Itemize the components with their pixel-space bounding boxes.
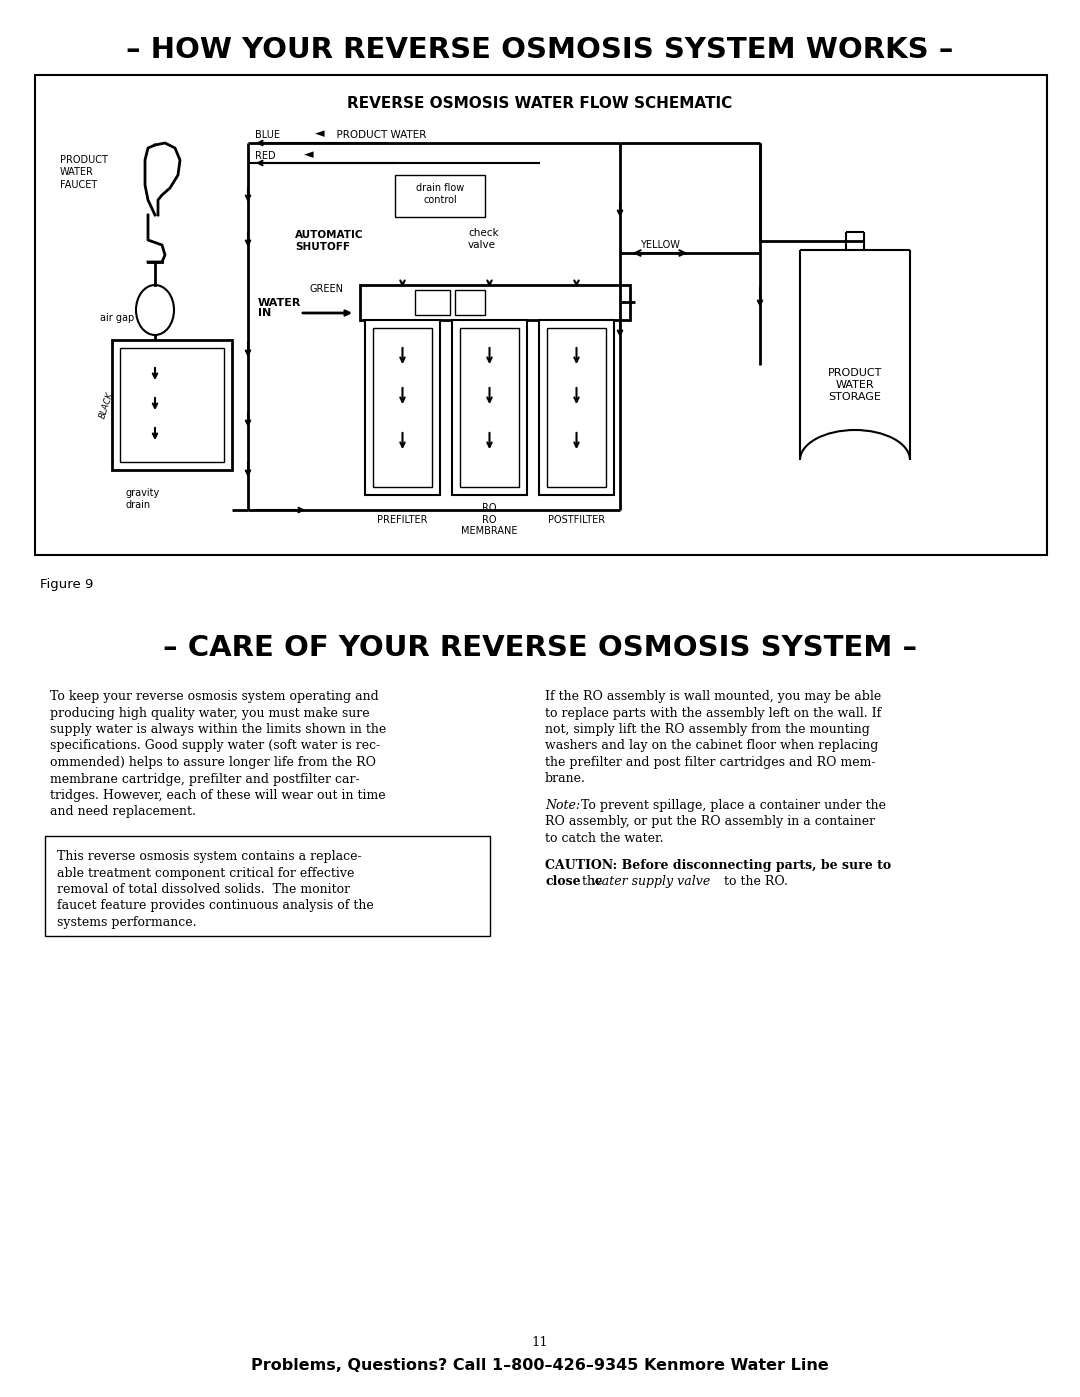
Text: – HOW YOUR REVERSE OSMOSIS SYSTEM WORKS –: – HOW YOUR REVERSE OSMOSIS SYSTEM WORKS … <box>126 36 954 64</box>
Text: the: the <box>578 875 606 888</box>
Text: able treatment component critical for effective: able treatment component critical for ef… <box>57 866 354 880</box>
Bar <box>546 328 606 488</box>
Text: This reverse osmosis system contains a replace-: This reverse osmosis system contains a r… <box>57 849 362 863</box>
Text: water supply valve: water supply valve <box>591 875 711 888</box>
Bar <box>120 348 224 462</box>
Text: RO assembly, or put the RO assembly in a container: RO assembly, or put the RO assembly in a… <box>545 816 875 828</box>
Text: ommended) helps to assure longer life from the RO: ommended) helps to assure longer life fr… <box>50 756 376 768</box>
Text: supply water is always within the limits shown in the: supply water is always within the limits… <box>50 724 387 736</box>
Text: ◄: ◄ <box>315 127 325 140</box>
Text: brane.: brane. <box>545 773 585 785</box>
Bar <box>395 175 485 217</box>
Bar <box>455 291 485 314</box>
Text: PRODUCT
WATER
FAUCET: PRODUCT WATER FAUCET <box>60 155 108 190</box>
Text: to the RO.: to the RO. <box>720 875 788 888</box>
Text: drain flow
control: drain flow control <box>416 183 464 205</box>
Text: gravity
drain: gravity drain <box>125 488 159 510</box>
Text: air gap: air gap <box>100 313 134 323</box>
Text: tridges. However, each of these will wear out in time: tridges. However, each of these will wea… <box>50 789 386 802</box>
Text: BLUE: BLUE <box>255 130 280 140</box>
Text: If the RO assembly is wall mounted, you may be able: If the RO assembly is wall mounted, you … <box>545 690 881 703</box>
Text: REVERSE OSMOSIS WATER FLOW SCHEMATIC: REVERSE OSMOSIS WATER FLOW SCHEMATIC <box>348 95 732 110</box>
Bar <box>453 320 527 495</box>
Bar <box>112 339 232 469</box>
Text: and need replacement.: and need replacement. <box>50 806 195 819</box>
Text: specifications. Good supply water (soft water is rec-: specifications. Good supply water (soft … <box>50 739 380 753</box>
Bar <box>460 328 519 488</box>
Text: faucet feature provides continuous analysis of the: faucet feature provides continuous analy… <box>57 900 374 912</box>
Text: PREFILTER: PREFILTER <box>377 515 428 525</box>
Bar <box>365 320 440 495</box>
Text: ◄: ◄ <box>303 148 313 161</box>
Text: RO: RO <box>483 503 497 513</box>
Text: CAUTION: Before disconnecting parts, be sure to: CAUTION: Before disconnecting parts, be … <box>545 859 891 872</box>
Text: AUTOMATIC
SHUTOFF: AUTOMATIC SHUTOFF <box>295 231 364 251</box>
Text: washers and lay on the cabinet floor when replacing: washers and lay on the cabinet floor whe… <box>545 739 878 753</box>
Text: RED: RED <box>255 151 275 161</box>
Text: To prevent spillage, place a container under the: To prevent spillage, place a container u… <box>577 799 886 812</box>
Bar <box>373 328 432 488</box>
Text: BLACK: BLACK <box>98 391 116 419</box>
Text: YELLOW: YELLOW <box>640 240 680 250</box>
Text: not, simply lift the RO assembly from the mounting: not, simply lift the RO assembly from th… <box>545 724 869 736</box>
Text: 11: 11 <box>531 1336 549 1348</box>
Text: close: close <box>545 875 581 888</box>
Bar <box>35 75 1047 555</box>
Text: Note:: Note: <box>545 799 580 812</box>
Text: membrane cartridge, prefilter and postfilter car-: membrane cartridge, prefilter and postfi… <box>50 773 360 785</box>
Bar <box>539 320 615 495</box>
Text: GREEN: GREEN <box>310 284 345 293</box>
Text: systems performance.: systems performance. <box>57 916 197 929</box>
Text: RO
MEMBRANE: RO MEMBRANE <box>461 515 517 536</box>
Text: PRODUCT
WATER
STORAGE: PRODUCT WATER STORAGE <box>827 367 882 402</box>
Text: removal of total dissolved solids.  The monitor: removal of total dissolved solids. The m… <box>57 883 350 895</box>
Text: to catch the water.: to catch the water. <box>545 833 663 845</box>
Bar <box>360 285 630 320</box>
Text: to replace parts with the assembly left on the wall. If: to replace parts with the assembly left … <box>545 707 881 719</box>
Bar <box>415 291 450 314</box>
Bar <box>45 835 490 936</box>
Text: POSTFILTER: POSTFILTER <box>548 515 605 525</box>
Ellipse shape <box>136 285 174 335</box>
Text: Problems, Questions? Call 1–800–426–9345 Kenmore Water Line: Problems, Questions? Call 1–800–426–9345… <box>252 1358 828 1372</box>
Text: check
valve: check valve <box>468 228 499 250</box>
Text: Figure 9: Figure 9 <box>40 578 93 591</box>
Text: the prefilter and post filter cartridges and RO mem-: the prefilter and post filter cartridges… <box>545 756 876 768</box>
Text: – CARE OF YOUR REVERSE OSMOSIS SYSTEM –: – CARE OF YOUR REVERSE OSMOSIS SYSTEM – <box>163 634 917 662</box>
Text: producing high quality water, you must make sure: producing high quality water, you must m… <box>50 707 369 719</box>
Text: To keep your reverse osmosis system operating and: To keep your reverse osmosis system oper… <box>50 690 379 703</box>
Text: WATER
IN: WATER IN <box>258 298 301 319</box>
Text: PRODUCT WATER: PRODUCT WATER <box>330 130 427 140</box>
